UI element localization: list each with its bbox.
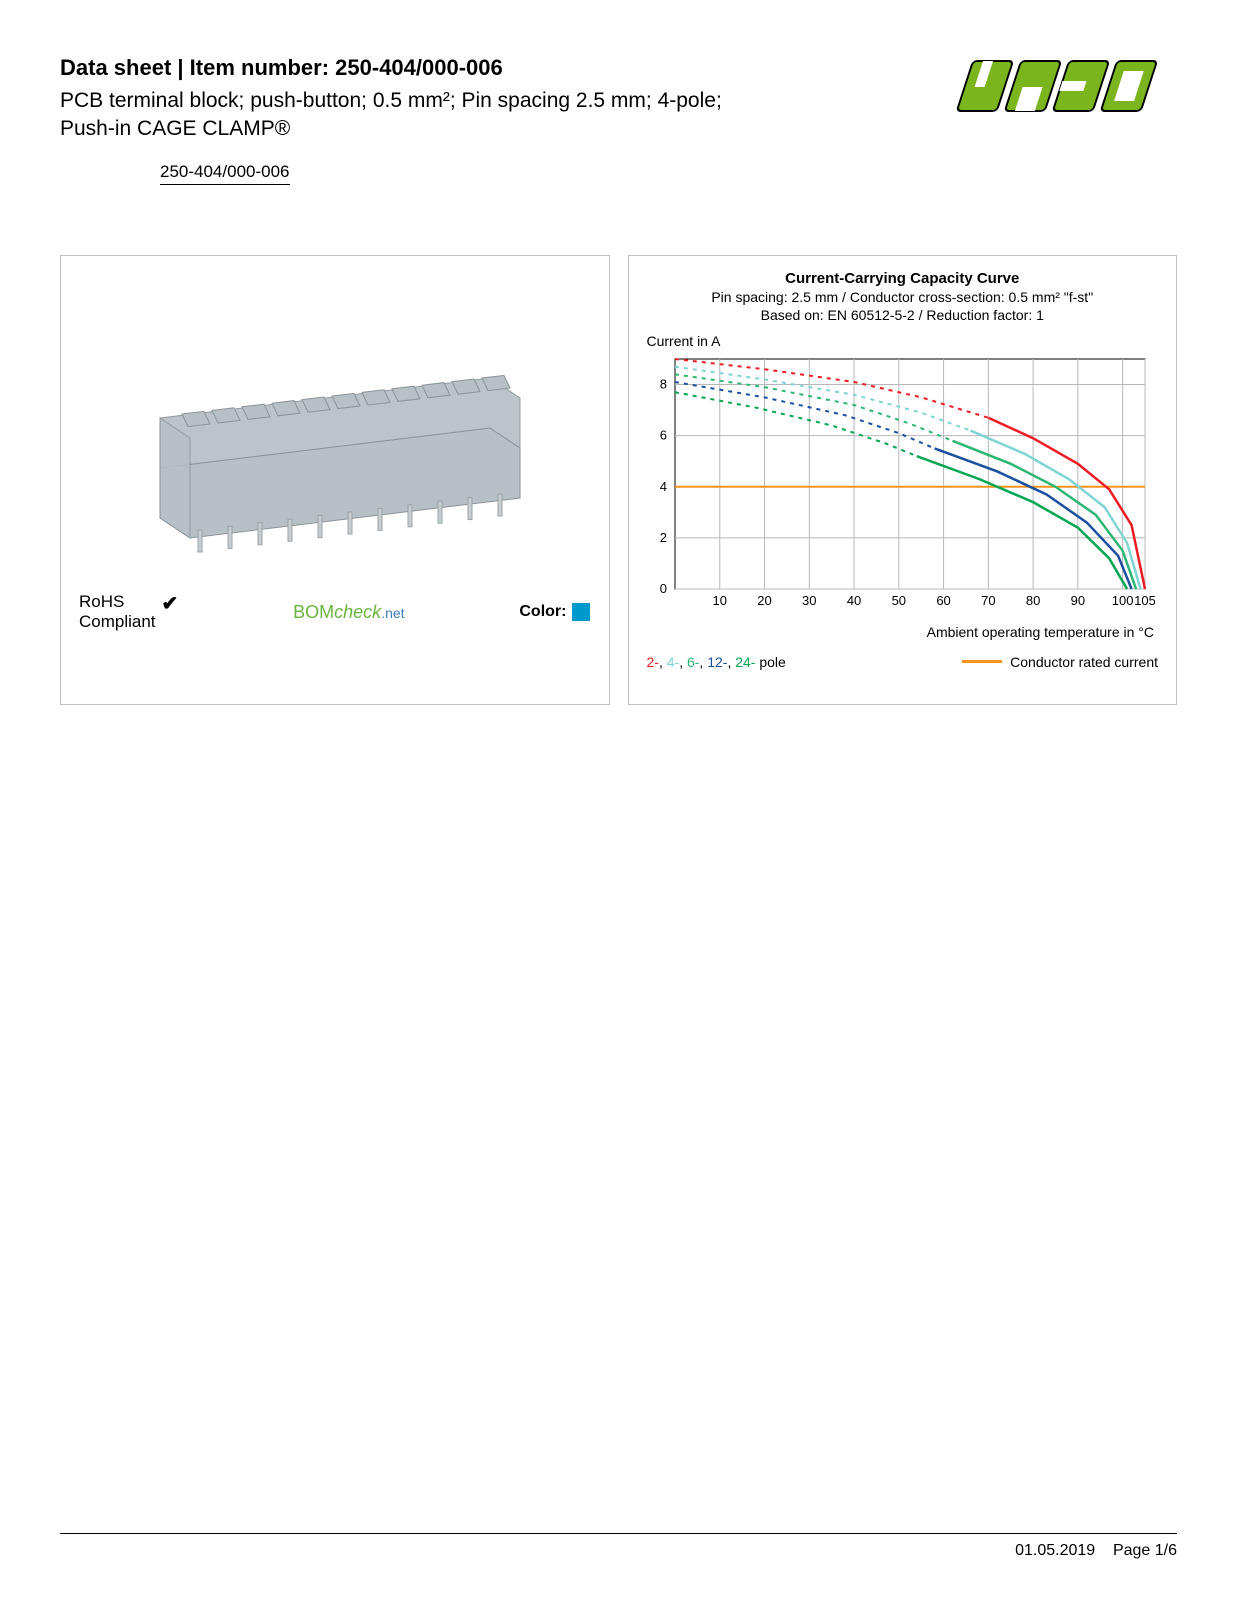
- svg-text:90: 90: [1070, 593, 1084, 608]
- svg-text:10: 10: [712, 593, 726, 608]
- title-sep: |: [171, 55, 189, 80]
- legend-pole-2: 2-: [647, 654, 659, 670]
- chart-sub2: Based on: EN 60512-5-2 / Reduction facto…: [641, 307, 1165, 323]
- panels-row: RoHS Compliant ✔ BOMcheck.net Color: Cur…: [60, 255, 1177, 705]
- svg-text:50: 50: [891, 593, 905, 608]
- product-panel: RoHS Compliant ✔ BOMcheck.net Color:: [60, 255, 610, 705]
- color-swatch: [572, 603, 590, 621]
- badges-row: RoHS Compliant ✔ BOMcheck.net Color:: [73, 588, 597, 635]
- chart-svg: 10 20 30 40 50 60 70 80 90 100105 0 2 4 6 8: [641, 353, 1155, 613]
- legend-poles: 2-, 4-, 6-, 12-, 24- pole: [647, 654, 786, 670]
- title-line: Data sheet | Item number: 250-404/000-00…: [60, 55, 927, 81]
- svg-text:8: 8: [659, 376, 666, 391]
- rohs-badge: RoHS Compliant ✔: [79, 592, 178, 633]
- footer: 01.05.2019 Page 1/6: [60, 1533, 1177, 1560]
- legend-pole-suffix: pole: [755, 654, 785, 670]
- rohs-line1: RoHS: [79, 592, 156, 612]
- chart-title: Current-Carrying Capacity Curve: [641, 270, 1165, 287]
- link-row: 250-404/000-006: [160, 162, 927, 185]
- header-text-block: Data sheet | Item number: 250-404/000-00…: [60, 55, 927, 185]
- svg-text:4: 4: [659, 478, 666, 493]
- bomcheck-badge: BOMcheck.net: [293, 602, 404, 623]
- legend-pole-12: 12-: [707, 654, 727, 670]
- title-label: Item number:: [190, 55, 329, 80]
- product-image: [73, 268, 597, 588]
- color-badge: Color:: [519, 603, 590, 621]
- legend-pole-4: 4-: [667, 654, 679, 670]
- item-number: 250-404/000-006: [335, 55, 503, 80]
- rohs-line2: Compliant: [79, 612, 156, 632]
- svg-text:105: 105: [1134, 593, 1155, 608]
- svg-text:6: 6: [659, 427, 666, 442]
- bomcheck-check: check: [334, 602, 381, 622]
- svg-text:2: 2: [659, 530, 666, 545]
- svg-text:20: 20: [757, 593, 771, 608]
- subtitle: PCB terminal block; push-button; 0.5 mm²…: [60, 87, 780, 144]
- legend-line-icon: [962, 660, 1002, 663]
- x-axis-label: Ambient operating temperature in °C: [641, 624, 1165, 640]
- chart-area: Current in A 10 20 30 40 50 60 70 80 90 100105 0 2 4…: [641, 333, 1165, 640]
- footer-page: Page 1/6: [1113, 1542, 1177, 1559]
- svg-text:0: 0: [659, 581, 666, 596]
- legend-row: 2-, 4-, 6-, 12-, 24- pole Conductor rate…: [641, 654, 1165, 670]
- svg-text:40: 40: [846, 593, 860, 608]
- wago-logo: [947, 55, 1177, 122]
- footer-date: 01.05.2019: [1015, 1542, 1095, 1559]
- chart-sub1: Pin spacing: 2.5 mm / Conductor cross-se…: [641, 289, 1165, 305]
- svg-text:100: 100: [1111, 593, 1133, 608]
- svg-text:30: 30: [802, 593, 816, 608]
- title-prefix: Data sheet: [60, 55, 171, 80]
- bomcheck-bom: BOM: [293, 602, 334, 622]
- legend-rated: Conductor rated current: [962, 654, 1158, 670]
- legend-right-label: Conductor rated current: [1010, 654, 1158, 670]
- chart-panel: Current-Carrying Capacity Curve Pin spac…: [628, 255, 1178, 705]
- legend-pole-6: 6-: [687, 654, 699, 670]
- header: Data sheet | Item number: 250-404/000-00…: [60, 55, 1177, 185]
- bomcheck-net: .net: [381, 605, 404, 621]
- y-axis-label: Current in A: [647, 333, 1165, 349]
- color-label: Color:: [519, 603, 566, 621]
- svg-text:80: 80: [1025, 593, 1039, 608]
- svg-text:70: 70: [981, 593, 995, 608]
- legend-pole-24: 24-: [735, 654, 755, 670]
- item-link[interactable]: 250-404/000-006: [160, 162, 290, 185]
- check-icon: ✔: [162, 592, 179, 616]
- svg-text:60: 60: [936, 593, 950, 608]
